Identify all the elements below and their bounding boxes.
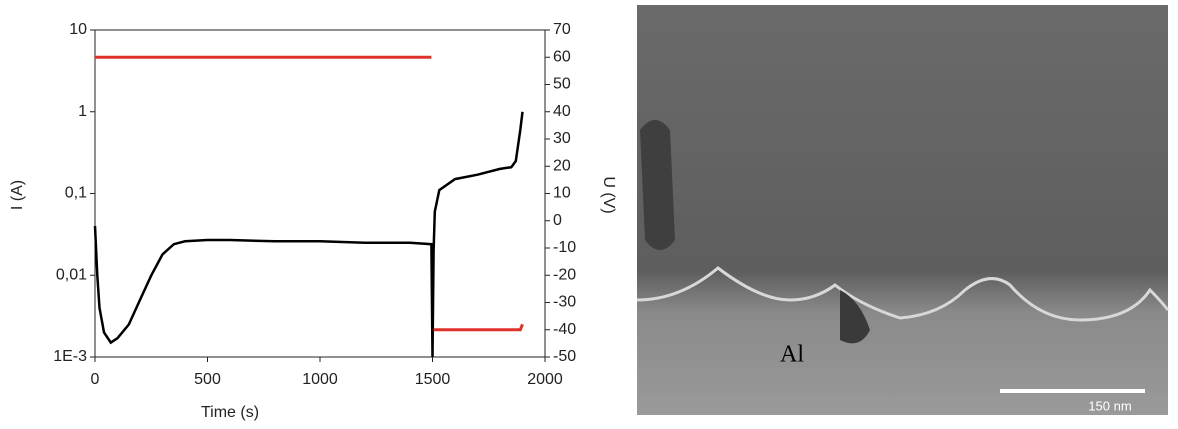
y2-tick-label: 10: [553, 185, 571, 202]
y2-axis-label: U (V): [600, 176, 617, 213]
y2-tick-label: 50: [553, 76, 571, 93]
y2-tick-label: -20: [553, 266, 576, 283]
x-tick-label: 1000: [302, 371, 338, 388]
image-label: Al: [780, 342, 804, 368]
sem-background: [637, 5, 1168, 415]
defect: [840, 290, 870, 344]
x-tick-label: 0: [91, 371, 100, 388]
y2-tick-label: 20: [553, 157, 571, 174]
y-tick-label: 0,01: [56, 266, 87, 283]
y2-tick-label: 30: [553, 130, 571, 147]
y2-tick-label: -50: [553, 348, 576, 365]
x-axis-label: Time (s): [201, 404, 259, 421]
x-tick-label: 500: [194, 371, 221, 388]
series-line: [95, 55, 524, 332]
y-tick-label: 0,1: [65, 185, 87, 202]
y2-tick-label: -10: [553, 239, 576, 256]
x-tick-label: 2000: [527, 371, 563, 388]
y2-tick-label: 40: [553, 103, 571, 120]
pore: [640, 120, 675, 250]
series-line: [93, 111, 524, 358]
y2-tick-label: 0: [553, 212, 562, 229]
plot-frame: [94, 29, 546, 358]
y-tick-label: 10: [69, 21, 87, 38]
sem-image: Al 150 nm: [636, 5, 1170, 415]
y2-tick-label: -40: [553, 321, 576, 338]
y2-tick-label: 70: [553, 21, 571, 38]
x-tick-label: 1500: [415, 371, 451, 388]
y-axis-label: I (A): [9, 180, 26, 210]
y-tick-label: 1: [78, 103, 87, 120]
scale-bar-label: 150 nm: [1088, 398, 1131, 413]
y2-tick-label: 60: [553, 48, 571, 65]
barrier-layer: [636, 266, 1170, 322]
y-tick-label: 1E-3: [53, 348, 87, 365]
y2-tick-label: -30: [553, 294, 576, 311]
